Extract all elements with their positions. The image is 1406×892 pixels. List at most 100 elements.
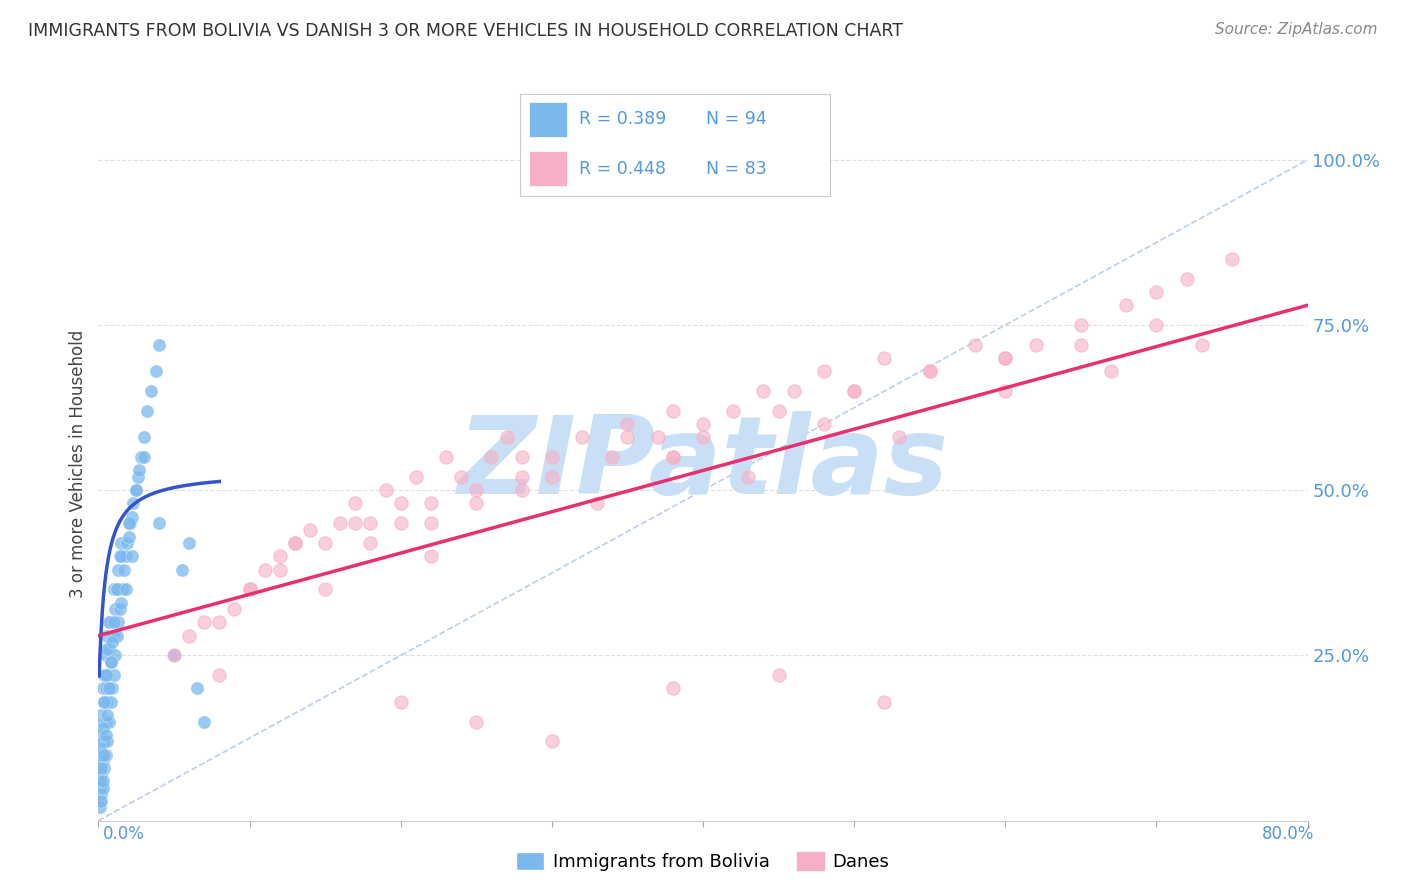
Point [1144, 285, 1167, 299]
Point [132, 430, 155, 444]
Point [91, 721, 114, 735]
Point [94, 648, 117, 663]
Point [616, 417, 638, 432]
Point [93, 695, 115, 709]
Point [783, 384, 806, 399]
Point [1191, 338, 1213, 352]
Point [1099, 364, 1122, 378]
Point [90, 794, 112, 808]
Point [193, 714, 215, 729]
Point [141, 384, 163, 399]
Point [89, 774, 111, 789]
Bar [530, 102, 567, 136]
Legend: Immigrants from Bolivia, Danes: Immigrants from Bolivia, Danes [509, 845, 897, 879]
Point [103, 629, 125, 643]
Point [495, 430, 517, 444]
Point [114, 582, 136, 597]
Point [103, 582, 125, 597]
Point [465, 496, 488, 510]
Y-axis label: 3 or more Vehicles in Household: 3 or more Vehicles in Household [69, 330, 87, 598]
Point [420, 496, 443, 510]
Point [586, 496, 609, 510]
Point [101, 635, 124, 649]
Point [540, 734, 562, 748]
Point [813, 364, 835, 378]
Point [844, 384, 866, 399]
Point [269, 549, 291, 564]
Point [389, 496, 412, 510]
Point [389, 695, 412, 709]
Point [571, 430, 593, 444]
Point [105, 582, 128, 597]
Point [1144, 318, 1167, 332]
Point [125, 483, 148, 498]
Point [1220, 252, 1243, 266]
Point [112, 563, 135, 577]
Text: R = 0.389: R = 0.389 [579, 111, 666, 128]
Point [90, 767, 112, 781]
Point [918, 364, 941, 378]
Point [179, 629, 201, 643]
Point [602, 450, 624, 465]
Point [132, 450, 155, 465]
Point [1070, 318, 1092, 332]
Point [89, 741, 111, 756]
Point [186, 681, 208, 696]
Point [89, 794, 111, 808]
Point [100, 615, 122, 630]
Point [723, 404, 745, 418]
Text: N = 94: N = 94 [706, 111, 766, 128]
Point [110, 549, 132, 564]
Point [129, 450, 152, 465]
Point [94, 728, 117, 742]
Point [96, 641, 118, 656]
Point [329, 516, 352, 531]
Point [100, 695, 122, 709]
Point [284, 536, 307, 550]
Point [89, 761, 111, 775]
Point [239, 582, 262, 597]
Text: 0.0%: 0.0% [103, 825, 145, 843]
Point [93, 668, 115, 682]
Point [107, 615, 129, 630]
Point [148, 516, 170, 531]
Point [125, 483, 148, 498]
Point [91, 774, 114, 789]
Point [128, 463, 150, 477]
Point [90, 707, 112, 722]
Point [1175, 272, 1198, 286]
Point [93, 695, 115, 709]
Point [135, 404, 157, 418]
Point [94, 714, 117, 729]
Point [662, 681, 685, 696]
Point [224, 602, 246, 616]
Point [420, 549, 443, 564]
Point [121, 509, 143, 524]
Text: R = 0.448: R = 0.448 [579, 160, 666, 178]
Point [450, 470, 472, 484]
Text: Source: ZipAtlas.com: Source: ZipAtlas.com [1215, 22, 1378, 37]
Point [110, 596, 132, 610]
Point [100, 655, 122, 669]
Point [1070, 338, 1092, 352]
Point [284, 536, 307, 550]
Point [1024, 338, 1046, 352]
Point [170, 563, 193, 577]
Point [616, 430, 638, 444]
Point [344, 496, 367, 510]
Point [918, 364, 941, 378]
Point [105, 629, 128, 643]
Point [148, 338, 170, 352]
Point [208, 668, 231, 682]
Point [91, 714, 114, 729]
Point [91, 734, 114, 748]
Point [108, 549, 131, 564]
Text: IMMIGRANTS FROM BOLIVIA VS DANISH 3 OR MORE VEHICLES IN HOUSEHOLD CORRELATION CH: IMMIGRANTS FROM BOLIVIA VS DANISH 3 OR M… [28, 22, 903, 40]
Point [344, 516, 367, 531]
Point [98, 641, 121, 656]
Point [98, 615, 121, 630]
Point [104, 648, 127, 663]
Point [101, 629, 124, 643]
Point [889, 430, 911, 444]
Point [692, 430, 714, 444]
